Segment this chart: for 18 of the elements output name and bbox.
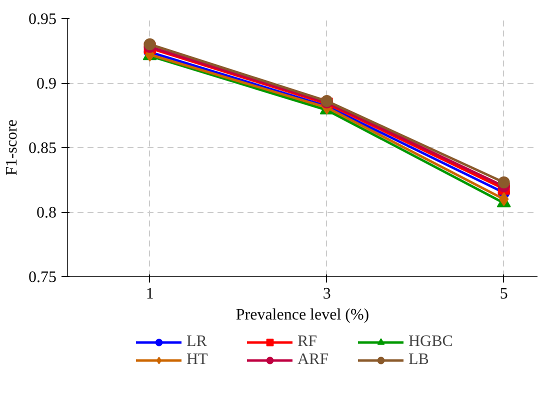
legend-label: LB xyxy=(408,351,430,369)
x-axis-title: Prevalence level (%) xyxy=(236,306,370,324)
legend-label: HT xyxy=(186,351,209,369)
y-tick-label: 0.9 xyxy=(36,76,56,92)
legend-label: HGBC xyxy=(408,333,454,351)
legend-label: ARF xyxy=(298,351,330,369)
y-axis-title: F1-score xyxy=(4,120,20,176)
x-tick-label: 1 xyxy=(146,286,154,302)
point xyxy=(144,38,156,50)
y-tick-label: 0.75 xyxy=(28,269,56,286)
y-tick-label: 0.95 xyxy=(28,11,56,28)
x-tick-label: 3 xyxy=(322,286,331,302)
legend-label: RF xyxy=(298,333,318,351)
y-tick-label: 0.8 xyxy=(36,204,56,222)
y-tick-label: 0.85 xyxy=(28,140,56,157)
x-tick-label: 5 xyxy=(500,286,508,302)
point xyxy=(498,176,510,188)
legend-label: LR xyxy=(186,333,208,351)
